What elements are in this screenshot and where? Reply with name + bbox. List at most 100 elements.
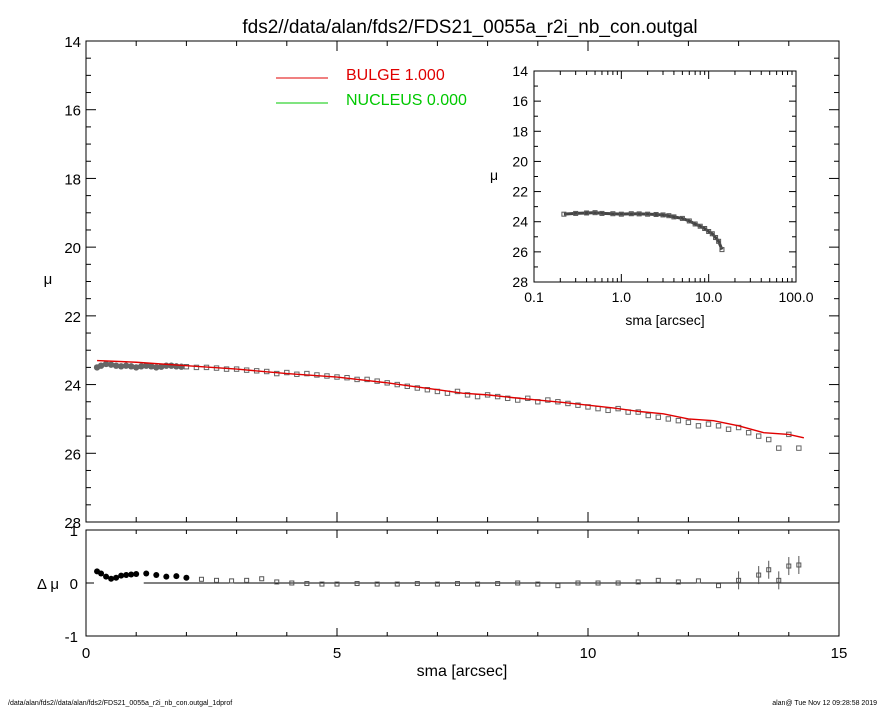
residual-point: [244, 577, 250, 583]
main-data-point: [102, 360, 110, 368]
residual-point: [756, 572, 762, 578]
residual-point: [716, 583, 722, 589]
inset-data-point: [713, 235, 719, 241]
inset-data-point: [618, 211, 624, 217]
legend-nucleus-label: NUCLEUS 0.000: [346, 92, 467, 109]
residual-x-tick-label: 0: [82, 645, 90, 662]
main-x-axis-label: sma [arcsec]: [417, 663, 508, 680]
residual-point: [796, 562, 802, 568]
main-data-point: [364, 376, 370, 383]
inset-data-point: [584, 210, 590, 216]
main-data-point: [117, 363, 125, 370]
residual-point: [103, 573, 110, 580]
main-y-tick-label: 24: [64, 378, 81, 395]
inset-data-point: [653, 211, 659, 217]
residual-point: [776, 577, 782, 583]
main-data-point: [148, 363, 155, 370]
footer-file-path: /data/alan/fds2//data/alan/fds2/FDS21_00…: [8, 700, 232, 707]
main-data-point: [605, 407, 611, 414]
main-data-layer: [93, 359, 805, 451]
inset-x-tick-label: 10.0: [695, 289, 722, 305]
residual-point: [414, 581, 420, 587]
inset-data-point: [692, 221, 698, 227]
main-y-tick-label: 22: [64, 309, 81, 326]
main-data-point: [153, 364, 160, 371]
residual-point: [475, 581, 481, 587]
residual-y-tick-label: -1: [65, 629, 78, 646]
inset-y-tick-label: 24: [512, 214, 528, 230]
main-data-point: [158, 363, 165, 370]
main-data-point: [745, 429, 752, 436]
inset-data-layer: [561, 210, 725, 253]
residual-point: [374, 581, 380, 587]
inset-plot-frame: [533, 70, 797, 283]
residual-point: [495, 581, 501, 587]
residual-point: [319, 581, 325, 587]
residual-point: [394, 581, 400, 587]
main-data-point: [138, 363, 145, 370]
inset-y-axis-label: μ: [490, 167, 498, 183]
residual-point: [153, 572, 160, 579]
residual-x-tick-label: 15: [831, 645, 848, 662]
main-y-tick-label: 20: [64, 240, 81, 257]
main-y-tick-label: 28: [64, 515, 81, 532]
main-data-point: [122, 362, 130, 369]
residual-point: [555, 583, 561, 589]
residual-point: [595, 580, 601, 586]
main-data-point: [284, 369, 290, 376]
inset-axes: 0.1 1.0 10.0 100.0 14 16 18 20 22 24 26 28: [512, 63, 813, 305]
main-data-point: [504, 395, 511, 402]
main-data-point: [133, 364, 140, 371]
residual-point: [274, 579, 280, 585]
inset-data-point: [636, 211, 642, 217]
residual-y-tick-label: 0: [70, 576, 78, 593]
residual-point: [163, 573, 170, 580]
inset-data-point: [645, 211, 651, 217]
inset-data-point: [679, 215, 685, 221]
residual-point: [535, 581, 541, 587]
main-data-point: [776, 445, 782, 451]
inset-data-point: [666, 213, 672, 219]
inset-data-point: [671, 214, 677, 220]
residual-point: [615, 580, 621, 586]
inset-y-tick-label: 26: [512, 244, 528, 260]
main-axes: 14 16 18 20 22 24 26 28: [64, 34, 840, 532]
main-data-point: [725, 426, 732, 432]
main-y-tick-label: 18: [64, 171, 81, 188]
main-data-point: [112, 362, 120, 369]
residual-point: [766, 567, 772, 573]
inset-data-point: [573, 210, 579, 216]
residual-point: [289, 580, 295, 586]
residual-x-tick-label: 5: [333, 645, 341, 662]
inset-y-tick-label: 16: [512, 93, 528, 109]
main-data-point: [695, 423, 702, 429]
residual-point: [434, 581, 440, 587]
residual-point: [334, 581, 340, 587]
residual-point: [786, 563, 792, 569]
residual-point: [108, 575, 115, 582]
inset-data-point: [716, 238, 722, 244]
residual-x-tick-label: 10: [580, 645, 597, 662]
main-data-point: [474, 393, 481, 400]
footer-user-timestamp: alan@ Tue Nov 12 09:28:58 2019: [772, 700, 877, 707]
inset-x-tick-label: 1.0: [612, 289, 632, 305]
main-data-point: [143, 362, 150, 369]
inset-x-tick-label: 100.0: [778, 289, 813, 305]
inset-data-point: [628, 211, 634, 217]
residual-point: [113, 574, 120, 581]
residual-point: [198, 576, 204, 582]
main-data-point: [705, 421, 712, 427]
inset-data-point: [610, 211, 616, 217]
main-data-point: [464, 392, 471, 398]
main-data-point: [193, 364, 200, 371]
inset-y-tick-label: 20: [512, 153, 528, 169]
residual-point: [454, 581, 460, 587]
residual-point: [635, 579, 641, 585]
residual-point: [695, 578, 701, 584]
residual-point: [128, 571, 135, 578]
main-data-point: [655, 414, 661, 420]
main-data-point: [414, 385, 421, 391]
residual-point: [354, 581, 360, 587]
main-data-point: [665, 416, 672, 422]
